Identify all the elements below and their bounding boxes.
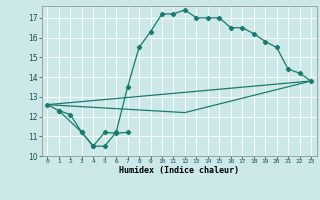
X-axis label: Humidex (Indice chaleur): Humidex (Indice chaleur) bbox=[119, 166, 239, 175]
